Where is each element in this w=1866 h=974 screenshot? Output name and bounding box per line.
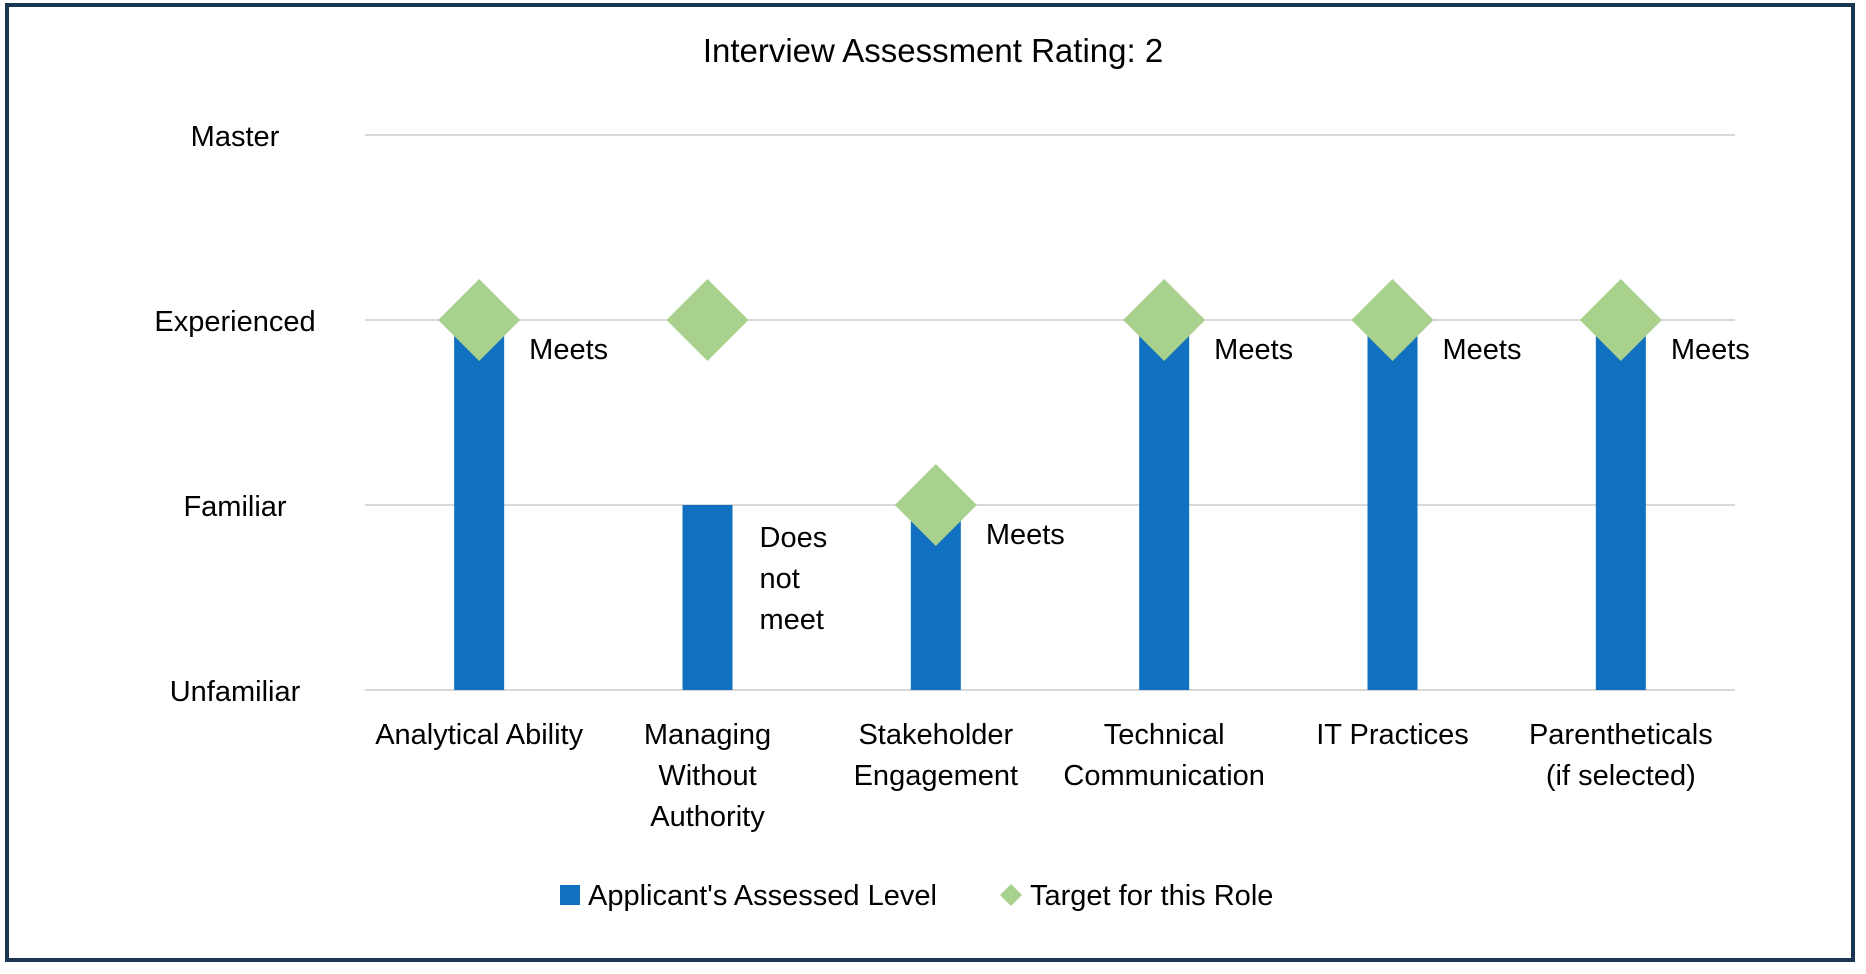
- bar: [454, 320, 505, 690]
- target-marker: [438, 279, 521, 361]
- y-tick-label: Unfamiliar: [170, 676, 301, 708]
- x-tick-label: Stakeholder: [858, 719, 1013, 751]
- y-tick-label: Familiar: [183, 491, 286, 523]
- chart-title: Interview Assessment Rating: 2: [703, 32, 1163, 69]
- x-tick-label: (if selected): [1546, 760, 1696, 792]
- bar: [1595, 320, 1646, 690]
- x-tick-label: Technical: [1104, 719, 1225, 751]
- target-marker: [1123, 279, 1206, 361]
- target-marker: [666, 279, 749, 361]
- x-tick-label: Authority: [650, 801, 765, 833]
- data-label: Does: [760, 522, 828, 554]
- target-marker: [1351, 279, 1434, 361]
- data-label: Meets: [1671, 334, 1750, 366]
- x-tick-label: Analytical Ability: [375, 719, 583, 751]
- data-label: Meets: [1443, 334, 1522, 366]
- legend-swatch-diamond: [1000, 884, 1022, 906]
- data-label: not: [760, 563, 800, 595]
- data-label: meet: [760, 604, 824, 636]
- bar: [682, 505, 733, 690]
- legend-label: Target for this Role: [1030, 880, 1273, 912]
- x-tick-label: Managing: [644, 719, 771, 751]
- data-label: Meets: [1214, 334, 1293, 366]
- data-label: Meets: [986, 519, 1065, 551]
- x-tick-label: IT Practices: [1316, 719, 1469, 751]
- x-tick-label: Parentheticals: [1529, 719, 1713, 751]
- y-tick-label: Experienced: [154, 306, 315, 338]
- data-label: Meets: [529, 334, 608, 366]
- legend-label: Applicant's Assessed Level: [588, 880, 937, 912]
- target-marker: [1579, 279, 1662, 361]
- target-marker: [894, 464, 977, 546]
- legend-swatch-bar: [560, 885, 580, 905]
- bar: [1139, 320, 1190, 690]
- bar: [1367, 320, 1418, 690]
- x-tick-label: Communication: [1063, 760, 1264, 792]
- x-tick-label: Engagement: [854, 760, 1018, 792]
- x-tick-label: Without: [658, 760, 756, 792]
- y-tick-label: Master: [191, 121, 280, 153]
